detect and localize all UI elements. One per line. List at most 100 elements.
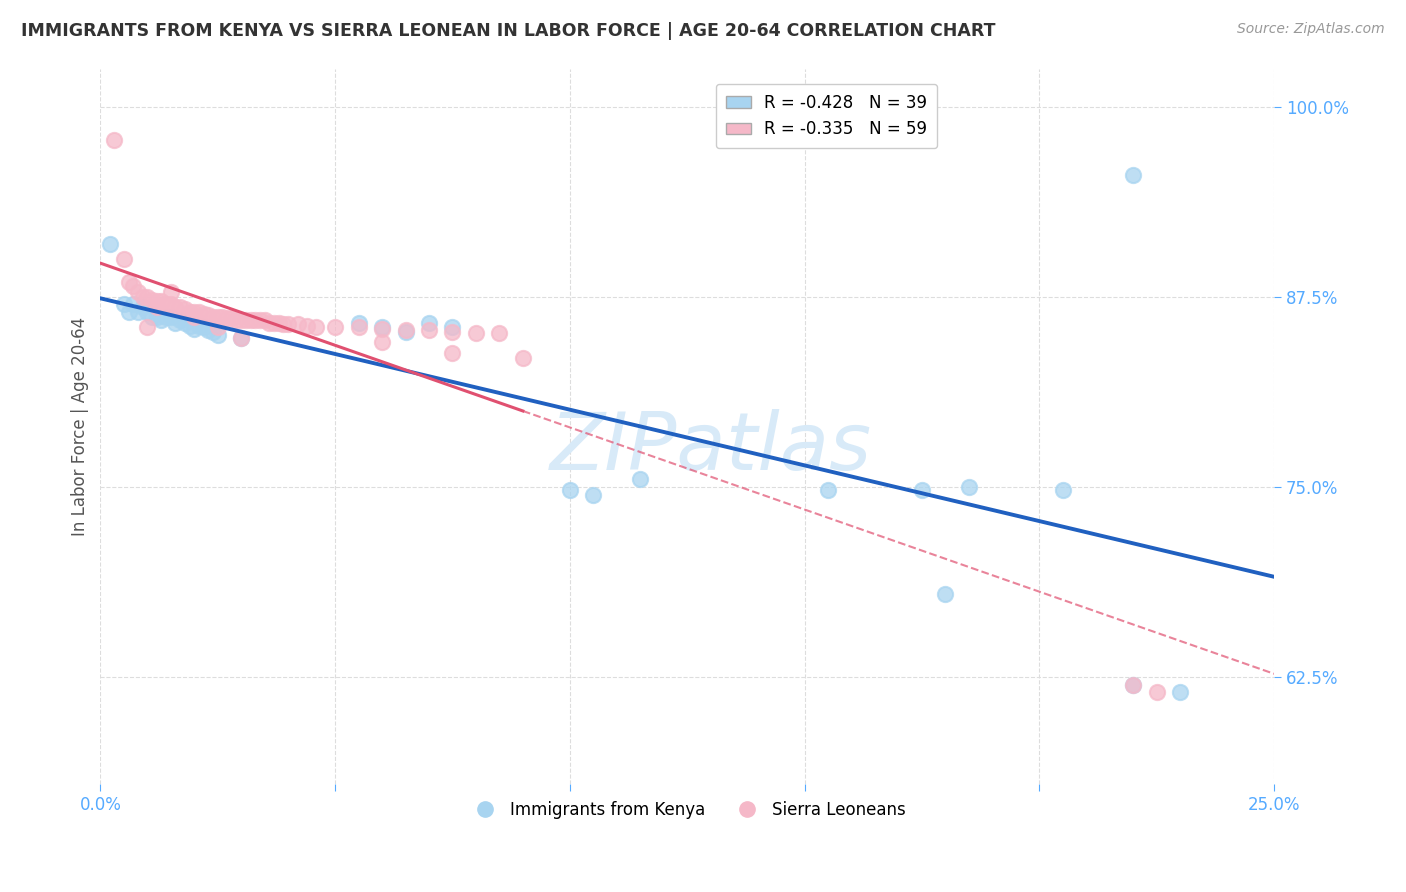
Point — [225, 312, 247, 326]
Point — [173, 301, 195, 316]
Text: ZIPatlas: ZIPatlas — [550, 409, 872, 486]
Y-axis label: In Labor Force | Age 20-64: In Labor Force | Age 20-64 — [72, 317, 89, 536]
Point — [145, 310, 167, 324]
Point — [488, 326, 510, 341]
Point — [173, 316, 195, 330]
Point — [441, 325, 464, 339]
Point — [323, 320, 346, 334]
Text: Source: ZipAtlas.com: Source: ZipAtlas.com — [1237, 22, 1385, 37]
Point — [98, 236, 121, 251]
Point — [231, 331, 253, 345]
Point — [207, 327, 229, 342]
Point — [231, 312, 253, 326]
Point — [136, 320, 159, 334]
Point — [263, 316, 285, 330]
Point — [221, 311, 243, 326]
Point — [441, 320, 464, 334]
Point — [418, 323, 440, 337]
Point — [169, 301, 191, 315]
Point — [582, 487, 605, 501]
Point — [150, 312, 173, 326]
Point — [145, 294, 167, 309]
Point — [394, 323, 416, 337]
Point — [1052, 483, 1074, 497]
Point — [155, 310, 177, 324]
Point — [112, 252, 135, 266]
Point — [193, 306, 215, 320]
Point — [159, 310, 181, 324]
Point — [131, 290, 153, 304]
Point — [245, 312, 267, 326]
Point — [145, 301, 167, 315]
Point — [112, 297, 135, 311]
Point — [155, 297, 177, 311]
Point — [165, 316, 187, 330]
Point — [187, 318, 209, 333]
Point — [1168, 685, 1191, 699]
Point — [259, 316, 281, 330]
Point — [287, 317, 309, 331]
Point — [371, 322, 394, 336]
Point — [197, 308, 219, 322]
Point — [249, 312, 271, 326]
Point — [122, 279, 145, 293]
Point — [141, 310, 163, 324]
Point — [441, 346, 464, 360]
Point — [305, 320, 328, 334]
Point — [347, 320, 370, 334]
Point — [183, 322, 205, 336]
Point — [150, 294, 173, 309]
Point — [136, 290, 159, 304]
Point — [202, 325, 225, 339]
Point — [239, 312, 262, 326]
Point — [179, 318, 201, 333]
Point — [1122, 168, 1144, 182]
Point — [197, 323, 219, 337]
Point — [136, 305, 159, 319]
Point — [1146, 685, 1168, 699]
Point — [273, 317, 295, 331]
Point — [394, 325, 416, 339]
Point — [127, 285, 149, 300]
Point — [141, 293, 163, 307]
Point — [418, 316, 440, 330]
Point — [371, 335, 394, 350]
Point — [179, 305, 201, 319]
Point — [347, 316, 370, 330]
Point — [512, 351, 534, 365]
Point — [957, 480, 980, 494]
Point — [817, 483, 839, 497]
Point — [103, 133, 125, 147]
Point — [253, 312, 276, 326]
Point — [117, 275, 139, 289]
Point — [183, 305, 205, 319]
Point — [131, 301, 153, 315]
Point — [464, 326, 486, 341]
Point — [207, 310, 229, 324]
Point — [231, 331, 253, 345]
Point — [202, 310, 225, 324]
Legend: Immigrants from Kenya, Sierra Leoneans: Immigrants from Kenya, Sierra Leoneans — [461, 794, 912, 825]
Point — [628, 472, 651, 486]
Point — [1122, 678, 1144, 692]
Point — [187, 305, 209, 319]
Point — [117, 305, 139, 319]
Point — [183, 310, 205, 324]
Point — [122, 297, 145, 311]
Point — [207, 320, 229, 334]
Point — [267, 316, 290, 330]
Point — [295, 318, 318, 333]
Point — [558, 483, 581, 497]
Point — [277, 317, 299, 331]
Text: IMMIGRANTS FROM KENYA VS SIERRA LEONEAN IN LABOR FORCE | AGE 20-64 CORRELATION C: IMMIGRANTS FROM KENYA VS SIERRA LEONEAN … — [21, 22, 995, 40]
Point — [159, 297, 181, 311]
Point — [159, 285, 181, 300]
Point — [127, 305, 149, 319]
Point — [193, 320, 215, 334]
Point — [165, 301, 187, 315]
Point — [217, 311, 239, 326]
Point — [211, 310, 233, 324]
Point — [934, 586, 956, 600]
Point — [371, 320, 394, 334]
Point — [911, 483, 934, 497]
